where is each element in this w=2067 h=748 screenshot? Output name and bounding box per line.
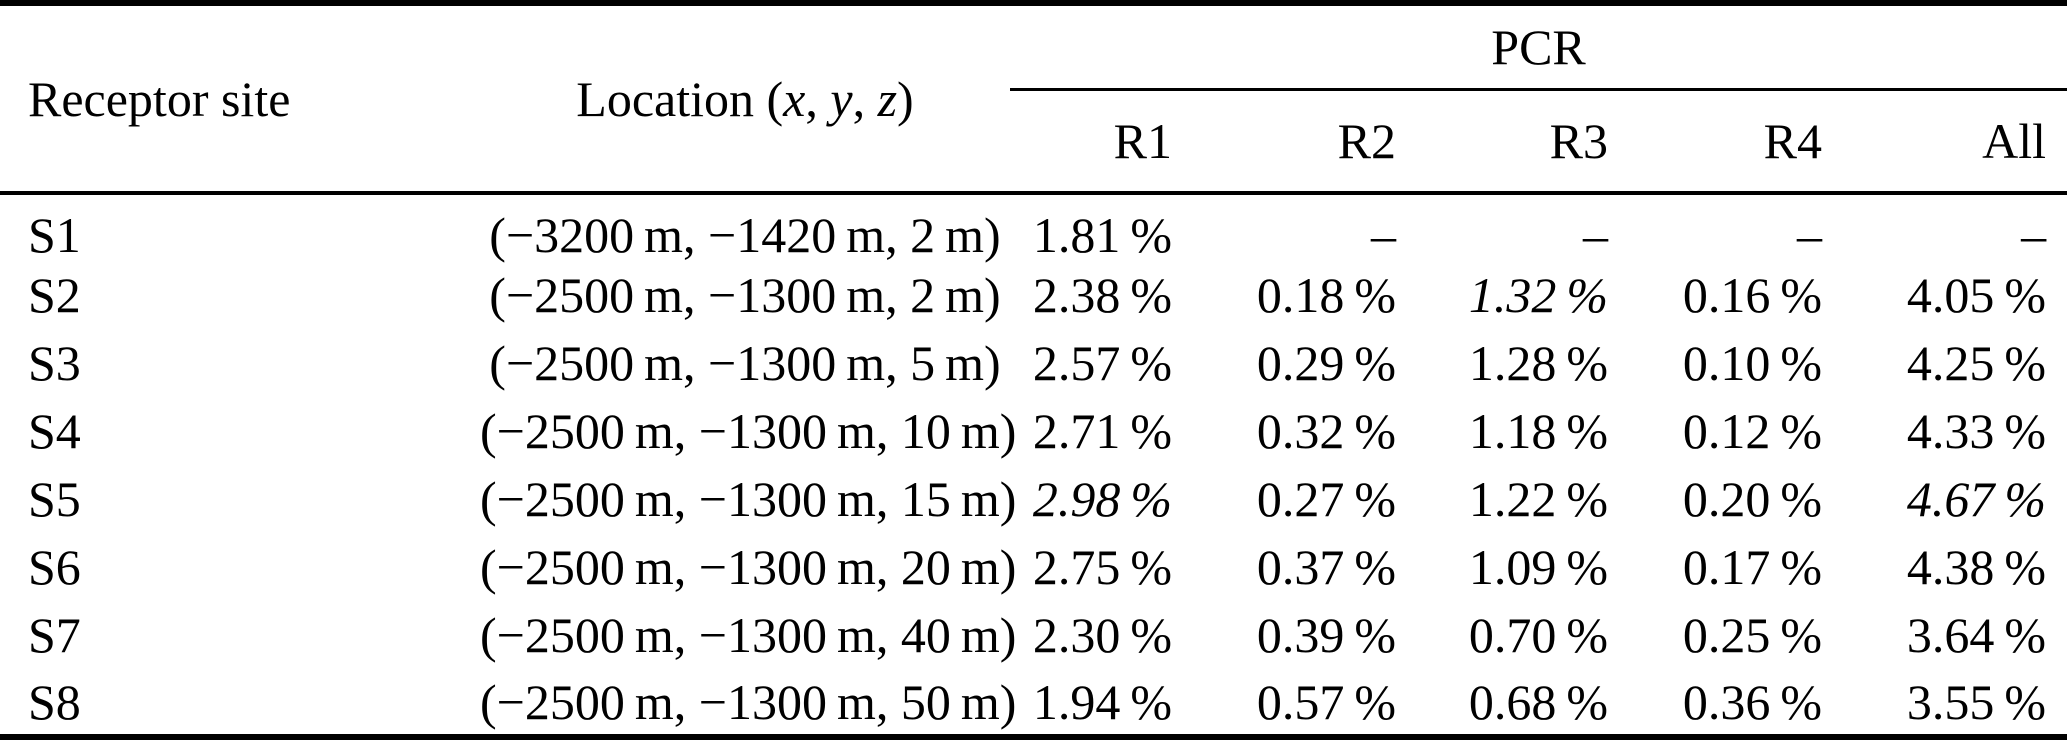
receptor-site-cell: S7 [28, 607, 81, 663]
pcr-r2-cell: 0.29 % [1256, 335, 1396, 391]
col-group-header-pcr: PCR [1010, 3, 2067, 91]
receptor-site-cell: S2 [28, 267, 81, 323]
pcr-all-cell: 4.38 % [1906, 539, 2047, 595]
location-cell: (−2500 m, −1300 m, 5 m) [489, 335, 1001, 391]
pcr-all-cell: 4.25 % [1906, 335, 2047, 391]
pcr-r4-cell: – [1797, 207, 1822, 263]
table-row-s1: S1 (−3200 m, −1420 m, 2 m) 1.81 % – – – … [0, 193, 2067, 261]
pcr-r1-cell: 2.30 % [1032, 607, 1172, 663]
pcr-all-cell: 3.55 % [1906, 673, 2047, 730]
col-header-r4: R4 [1616, 89, 1830, 195]
pcr-all-cell: 4.05 % [1906, 267, 2047, 323]
col-header-r2: R2 [1180, 89, 1404, 195]
pcr-r2-cell: 0.27 % [1256, 471, 1396, 527]
pcr-r3-cell: 0.68 % [1468, 673, 1608, 730]
receptor-site-cell: S8 [28, 673, 81, 730]
pcr-r1-cell: 2.98 % [1032, 471, 1172, 527]
receptor-site-cell: S4 [28, 403, 81, 459]
pcr-all-cell: 4.67 % [1906, 471, 2047, 527]
pcr-r4-cell: 0.16 % [1682, 267, 1822, 323]
pcr-r2-cell: – [1371, 207, 1396, 263]
pcr-r1-cell: 1.81 % [1032, 207, 1172, 263]
location-var-x: x [783, 70, 806, 127]
pcr-r4-cell: 0.10 % [1682, 335, 1822, 391]
location-cell: (−2500 m, −1300 m, 2 m) [489, 267, 1001, 323]
pcr-r2-cell: 0.32 % [1256, 403, 1396, 459]
col-header-r1: R1 [1010, 89, 1180, 195]
pcr-r1-cell: 1.94 % [1032, 673, 1172, 730]
pcr-r3-cell: 1.18 % [1468, 403, 1608, 459]
pcr-r4-cell: 0.17 % [1682, 539, 1822, 595]
pcr-r4-cell: 0.12 % [1682, 403, 1822, 459]
table-row-s3: S3 (−2500 m, −1300 m, 5 m) 2.57 % 0.29 %… [0, 329, 2067, 397]
pcr-r4-cell: 0.25 % [1682, 607, 1822, 663]
location-cell: (−2500 m, −1300 m, 20 m) [480, 539, 1017, 595]
pcr-r3-cell: 1.22 % [1468, 471, 1608, 527]
location-cell: (−2500 m, −1300 m, 40 m) [480, 607, 1017, 663]
location-var-z: z [877, 70, 898, 127]
table-row-s7: S7 (−2500 m, −1300 m, 40 m) 2.30 % 0.39 … [0, 601, 2067, 669]
location-cell: (−2500 m, −1300 m, 10 m) [480, 403, 1017, 459]
pcr-all-cell: 4.33 % [1906, 403, 2047, 459]
col-header-location: Location (x, y, z) [480, 3, 1010, 195]
pcr-r3-cell: 0.70 % [1468, 607, 1608, 663]
location-sep-1: , [805, 70, 831, 127]
pcr-all-cell: – [2021, 207, 2047, 263]
pcr-r1-cell: 2.38 % [1032, 267, 1172, 323]
location-cell: (−3200 m, −1420 m, 2 m) [489, 207, 1001, 263]
location-var-y: y [830, 70, 853, 127]
pcr-r3-cell: 1.32 % [1468, 267, 1608, 323]
pcr-r3-cell: 1.28 % [1468, 335, 1608, 391]
col-header-r3: R3 [1404, 89, 1616, 195]
pcr-r2-cell: 0.39 % [1256, 607, 1396, 663]
location-cell: (−2500 m, −1300 m, 15 m) [480, 471, 1017, 527]
receptor-site-cell: S6 [28, 539, 81, 595]
pcr-group-label: PCR [1491, 18, 1586, 75]
table-row-s6: S6 (−2500 m, −1300 m, 20 m) 2.75 % 0.37 … [0, 533, 2067, 601]
pcr-r2-cell: 0.57 % [1256, 673, 1396, 730]
col-header-all: All [1830, 89, 2067, 195]
group-header-row: Receptor site Location (x, y, z) PCR [0, 3, 2067, 195]
pcr-r3-cell: 1.09 % [1468, 539, 1608, 595]
table-row-s8: S8 (−2500 m, −1300 m, 50 m) 1.94 % 0.57 … [0, 669, 2067, 737]
pcr-r3-cell: – [1583, 207, 1608, 263]
col-header-receptor-site: Receptor site [0, 3, 480, 195]
pcr-r4-cell: 0.36 % [1682, 673, 1822, 730]
location-sep-2: , [852, 70, 878, 127]
pcr-r1-cell: 2.71 % [1032, 403, 1172, 459]
table-row-s4: S4 (−2500 m, −1300 m, 10 m) 2.71 % 0.32 … [0, 397, 2067, 465]
receptor-site-cell: S3 [28, 335, 81, 391]
pcr-r1-cell: 2.57 % [1032, 335, 1172, 391]
receptor-site-cell: S1 [28, 207, 81, 263]
pcr-r2-cell: 0.37 % [1256, 539, 1396, 595]
pcr-r1-cell: 2.75 % [1032, 539, 1172, 595]
table-row-s5: S5 (−2500 m, −1300 m, 15 m) 2.98 % 0.27 … [0, 465, 2067, 533]
table-row-s2: S2 (−2500 m, −1300 m, 2 m) 2.38 % 0.18 %… [0, 261, 2067, 329]
pcr-all-cell: 3.64 % [1906, 607, 2047, 663]
location-label-prefix: Location ( [576, 70, 784, 127]
receptor-site-cell: S5 [28, 471, 81, 527]
sub-header-row: R1 R2 R3 R4 All [0, 89, 2067, 195]
location-cell: (−2500 m, −1300 m, 50 m) [480, 673, 1017, 730]
location-label-suffix: ) [897, 70, 914, 127]
pcr-r2-cell: 0.18 % [1256, 267, 1396, 323]
pcr-r4-cell: 0.20 % [1682, 471, 1822, 527]
